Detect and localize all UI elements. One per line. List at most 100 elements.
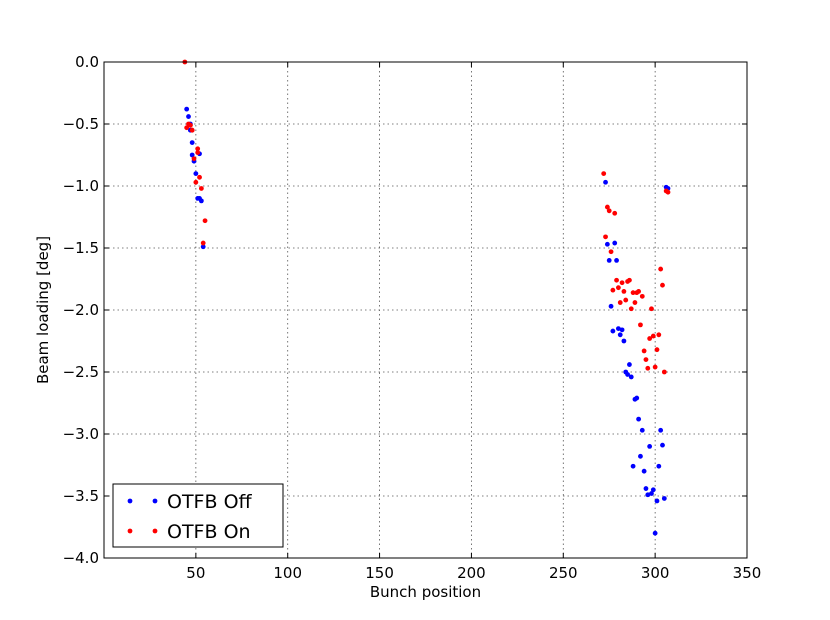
data-point (627, 362, 632, 367)
data-point (612, 210, 618, 216)
legend-marker (127, 528, 133, 534)
legend-entry-otfb-off: OTFB Off (127, 491, 253, 513)
data-point (660, 282, 665, 288)
data-point (623, 297, 629, 303)
data-point (198, 186, 204, 191)
legend-marker (152, 528, 158, 534)
data-point (193, 171, 199, 177)
data-point (617, 300, 623, 305)
y-tick-label: −1.5 (63, 239, 99, 257)
data-point (197, 174, 202, 180)
x-tick-label: 50 (186, 564, 205, 582)
data-point (649, 306, 654, 312)
legend-label-otfb-on: OTFB On (167, 521, 251, 543)
data-point (200, 244, 206, 250)
data-point (639, 293, 645, 299)
data-point (202, 218, 208, 224)
series-otfb-off (184, 106, 671, 536)
legend-label-otfb-off: OTFB Off (167, 491, 253, 513)
data-point (630, 463, 636, 469)
data-points (182, 59, 671, 536)
data-point (601, 171, 607, 177)
data-point (647, 336, 653, 341)
data-point (652, 530, 658, 536)
data-point (654, 498, 660, 504)
legend-box (112, 483, 284, 548)
data-point (606, 258, 612, 263)
data-point (604, 241, 610, 247)
x-axis-label: Bunch position (370, 583, 481, 601)
data-point (652, 364, 658, 370)
data-point (647, 444, 653, 449)
data-point (658, 266, 664, 272)
data-point (645, 492, 651, 498)
data-point (634, 395, 640, 401)
legend-entry-otfb-on: OTFB On (127, 521, 251, 543)
data-point (195, 146, 201, 152)
y-tick-label: −3.5 (63, 487, 99, 505)
data-point (200, 240, 206, 246)
data-point (191, 156, 197, 162)
x-tick-label: 100 (273, 564, 302, 582)
legend: OTFB Off OTFB On (112, 483, 284, 548)
y-axis-label: Beam loading [deg] (34, 236, 52, 384)
y-tick-label: −0.5 (63, 115, 99, 133)
legend-marker (152, 498, 158, 504)
data-point (619, 280, 625, 286)
x-tick-label: 200 (457, 564, 486, 582)
data-point (610, 328, 616, 334)
data-point (617, 332, 623, 338)
data-point (661, 369, 667, 375)
data-point (189, 127, 195, 133)
data-point (608, 303, 614, 309)
data-point (612, 240, 618, 246)
data-point (665, 189, 671, 195)
data-point (632, 300, 638, 305)
x-tick-label: 150 (365, 564, 394, 582)
data-point (610, 287, 616, 293)
data-point (619, 327, 625, 333)
data-point (643, 357, 649, 362)
data-point (645, 365, 651, 371)
tick-labels: 50 100 150 200 250 300 350 0.0 −0.5 −1.0 −1.5 −2.0 −… (63, 53, 762, 582)
data-point (650, 333, 656, 339)
data-point (628, 374, 634, 380)
data-point (656, 463, 662, 469)
y-tick-label: −1.0 (63, 177, 99, 195)
data-point (638, 453, 643, 459)
data-point (661, 496, 667, 501)
data-point (189, 140, 195, 146)
legend-marker (127, 498, 133, 504)
data-point (193, 179, 199, 185)
data-point (195, 150, 201, 155)
data-point (627, 277, 632, 283)
axis-ticks (104, 61, 748, 559)
data-point (639, 427, 645, 433)
y-tick-label: −2.5 (63, 363, 99, 381)
data-point (658, 427, 664, 433)
y-tick-label: −3.0 (63, 425, 99, 443)
data-point (625, 372, 630, 377)
data-point (189, 152, 195, 158)
data-point (604, 204, 610, 210)
data-point (649, 491, 654, 496)
y-tick-label: −2.0 (63, 301, 99, 319)
data-point (184, 125, 190, 131)
data-point (614, 277, 619, 283)
data-point (603, 179, 608, 185)
data-point (628, 306, 634, 312)
x-tick-label: 350 (733, 564, 762, 582)
x-tick-label: 250 (549, 564, 578, 582)
data-point (616, 285, 621, 291)
data-point (638, 322, 643, 328)
data-point (187, 122, 193, 128)
data-point (198, 198, 204, 204)
data-point (621, 338, 627, 344)
y-tick-label: −4.0 (63, 549, 99, 567)
data-point (603, 234, 608, 240)
data-point (630, 290, 636, 296)
data-point (616, 326, 621, 331)
data-point (608, 249, 614, 255)
